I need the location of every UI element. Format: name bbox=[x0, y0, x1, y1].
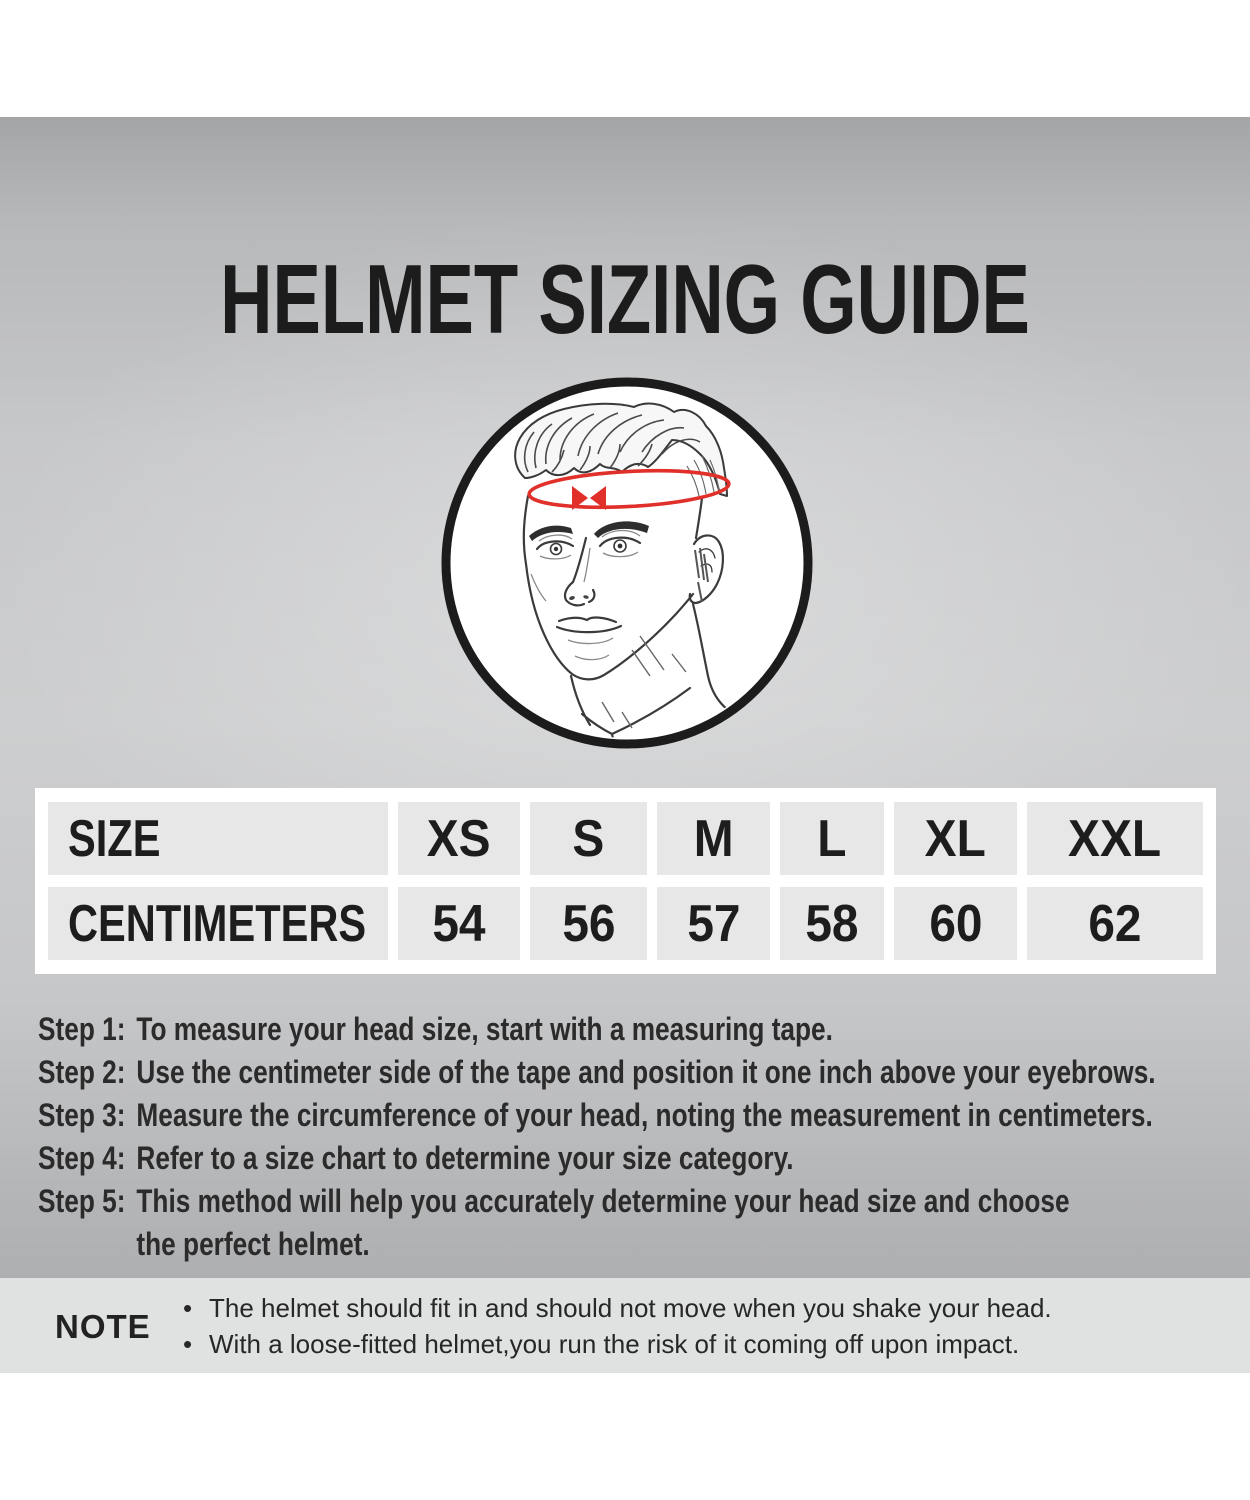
size-m: M bbox=[693, 809, 734, 868]
step-text-continued: the perfect helmet. bbox=[136, 1226, 370, 1262]
table-cell-cm-label: CENTIMETERS bbox=[48, 887, 388, 960]
step-row-4: Step 4: Refer to a size chart to determi… bbox=[38, 1137, 1156, 1180]
step-label: Step 5: bbox=[38, 1183, 126, 1219]
step-label: Step 1: bbox=[38, 1011, 126, 1047]
cm-row-label: CENTIMETERS bbox=[68, 894, 367, 953]
table-cell-cm-l: 58 bbox=[780, 887, 884, 960]
eyes bbox=[535, 529, 642, 560]
step-label: Step 3: bbox=[38, 1097, 126, 1133]
step-row-2: Step 2: Use the centimeter side of the t… bbox=[38, 1051, 1156, 1094]
table-cell-cm-xs: 54 bbox=[398, 887, 520, 960]
table-cell-cm-xl: 60 bbox=[894, 887, 1017, 960]
cm-l: 58 bbox=[805, 894, 859, 953]
note-band bbox=[0, 1278, 1250, 1373]
step-text: Measure the circumference of your head, … bbox=[136, 1097, 1153, 1133]
cm-xxl: 62 bbox=[1088, 894, 1142, 953]
step-row-3: Step 3: Measure the circumference of you… bbox=[38, 1094, 1156, 1137]
step-text: To measure your head size, start with a … bbox=[136, 1011, 833, 1047]
head-measurement-illustration bbox=[441, 377, 813, 749]
hair-texture bbox=[523, 412, 701, 473]
temple-line bbox=[694, 496, 704, 540]
step-label: Step 4: bbox=[38, 1140, 126, 1176]
table-cell-cm-m: 57 bbox=[657, 887, 770, 960]
step-text: Use the centimeter side of the tape and … bbox=[136, 1054, 1156, 1090]
table-cell-size-l: L bbox=[780, 802, 884, 875]
mouth bbox=[555, 616, 623, 661]
steps-list: Step 1: To measure your head size, start… bbox=[38, 1008, 1250, 1266]
table-cell-size-s: S bbox=[530, 802, 647, 875]
measuring-tape-icon bbox=[527, 468, 731, 510]
table-cell-size-m: M bbox=[657, 802, 770, 875]
size-xl: XL bbox=[924, 809, 987, 868]
note-bullet-list: • The helmet should fit in and should no… bbox=[183, 1290, 1052, 1362]
note-bullet-text: The helmet should fit in and should not … bbox=[209, 1293, 1052, 1323]
cm-m: 57 bbox=[686, 894, 741, 953]
bullet-dot-icon: • bbox=[183, 1293, 193, 1323]
tape-arrow-left-icon bbox=[590, 486, 606, 510]
bullet-dot-icon: • bbox=[183, 1329, 193, 1359]
size-l: L bbox=[817, 809, 847, 868]
table-cell-size-xxl: XXL bbox=[1027, 802, 1203, 875]
note-bullet: • With a loose-fitted helmet,you run the… bbox=[183, 1326, 1052, 1362]
size-xs: XS bbox=[427, 809, 491, 868]
neck bbox=[569, 602, 730, 738]
step-row-1: Step 1: To measure your head size, start… bbox=[38, 1008, 1156, 1051]
cm-xl: 60 bbox=[928, 894, 983, 953]
table-cell-cm-s: 56 bbox=[530, 887, 647, 960]
size-row-label: SIZE bbox=[68, 809, 161, 868]
sideburn bbox=[694, 547, 709, 603]
table-cell-size-xs: XS bbox=[398, 802, 520, 875]
nose bbox=[563, 536, 596, 607]
cm-xs: 54 bbox=[432, 894, 486, 953]
step-text: Refer to a size chart to determine your … bbox=[136, 1140, 794, 1176]
page-title: HELMET SIZING GUIDE bbox=[220, 244, 1030, 354]
cm-s: 56 bbox=[561, 894, 616, 953]
step-text: This method will help you accurately det… bbox=[136, 1183, 1070, 1219]
step-row-5: Step 5: This method will help you accura… bbox=[38, 1180, 1156, 1266]
table-cell-cm-xxl: 62 bbox=[1027, 887, 1203, 960]
size-xxl: XXL bbox=[1068, 809, 1162, 868]
size-table: SIZE XS S M L XL XXL CENTIMETERS 54 56 5… bbox=[35, 788, 1216, 974]
face-sketch bbox=[514, 402, 730, 738]
right-eyebrow bbox=[594, 521, 649, 538]
size-s: S bbox=[572, 809, 605, 868]
table-cell-size-xl: XL bbox=[894, 802, 1017, 875]
tape-arrow-right-icon bbox=[572, 486, 588, 510]
table-cell-size-label: SIZE bbox=[48, 802, 388, 875]
cheek-shading bbox=[530, 573, 547, 602]
note-label: NOTE bbox=[55, 1308, 151, 1345]
left-eyebrow bbox=[529, 525, 573, 541]
face-outline bbox=[522, 494, 695, 681]
note-bullet: • The helmet should fit in and should no… bbox=[183, 1290, 1052, 1326]
note-bullet-text: With a loose-fitted helmet,you run the r… bbox=[209, 1329, 1020, 1359]
step-label: Step 2: bbox=[38, 1054, 126, 1090]
